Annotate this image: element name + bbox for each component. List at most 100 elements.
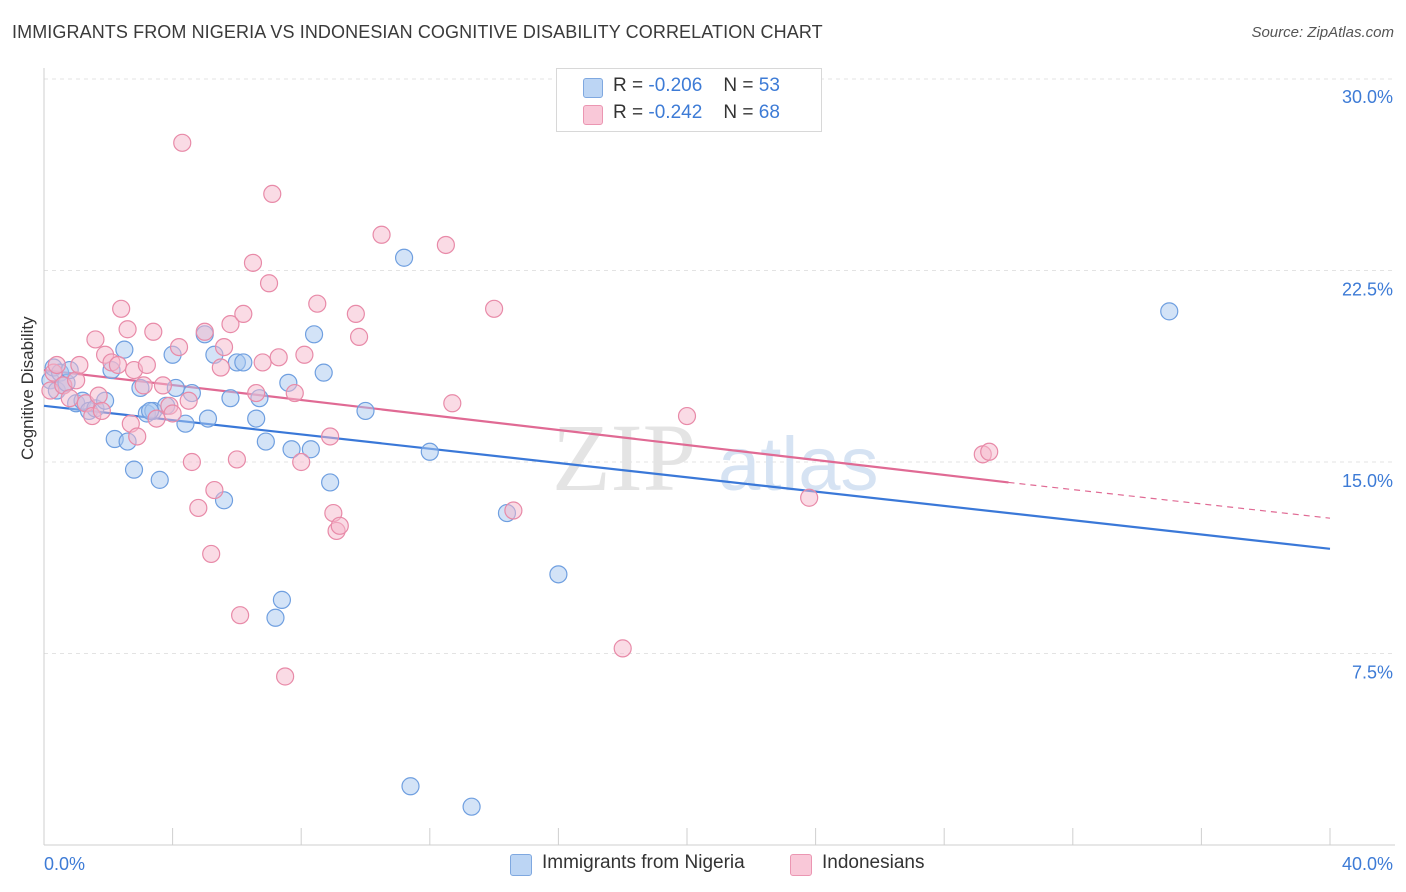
indonesians-point	[179, 391, 198, 410]
nigeria-point	[301, 440, 320, 459]
indonesians-point	[202, 544, 221, 564]
indonesians-point	[276, 667, 295, 686]
indonesians-point	[285, 383, 304, 403]
nigeria-point	[356, 401, 375, 421]
indonesians-point	[182, 452, 201, 472]
nigeria-point	[420, 442, 439, 461]
indonesians-point	[485, 299, 504, 318]
indonesians-point	[211, 358, 230, 377]
indonesians-point	[189, 498, 208, 518]
indonesians-point	[47, 355, 66, 375]
series-legend: Immigrants from Nigeria Indonesians	[0, 852, 1406, 878]
nigeria-point	[176, 414, 195, 433]
x-tick-label: 40.0%	[1342, 854, 1393, 874]
indonesians-point	[89, 386, 108, 405]
indonesians-point	[292, 452, 311, 472]
chart-source: Source: ZipAtlas.com	[1251, 24, 1394, 41]
data-points	[41, 133, 1179, 816]
legend-n-value: 68	[758, 102, 780, 123]
indonesians-point	[227, 450, 246, 469]
nigeria-point	[401, 777, 420, 796]
indonesians-point	[234, 304, 253, 324]
nigeria-point	[304, 325, 324, 344]
indonesians-point	[677, 406, 697, 426]
nigeria-point	[234, 353, 253, 372]
indonesians-point	[980, 442, 999, 461]
nigeria-point	[256, 432, 275, 451]
indonesians-point	[169, 338, 189, 357]
legend-swatch-nigeria	[583, 78, 603, 98]
indonesians-point	[443, 394, 462, 413]
indonesians-point	[134, 376, 153, 395]
nigeria-trend-line	[43, 404, 1331, 550]
y-tick-label: 7.5%	[1352, 663, 1393, 683]
trend-lines	[43, 368, 1331, 550]
nigeria-point	[198, 409, 218, 428]
indonesians-point	[253, 353, 272, 372]
legend-swatch-nigeria	[510, 854, 532, 876]
nigeria-point	[462, 797, 481, 816]
indonesians-point	[163, 404, 182, 423]
indonesians-trend-extension	[1008, 481, 1331, 519]
indonesians-point	[247, 383, 266, 403]
nigeria-point	[394, 248, 414, 267]
indonesians-point	[330, 516, 349, 535]
indonesians-point	[147, 409, 166, 428]
indonesians-point	[128, 427, 147, 446]
y-tick-label: 15.0%	[1342, 471, 1393, 491]
indonesians-point	[263, 184, 282, 203]
correlation-legend: R = -0.206 N = 53 R = -0.242 N = 68	[556, 68, 822, 132]
legend-n-value: 53	[758, 75, 780, 96]
nigeria-point	[272, 590, 292, 609]
nigeria-point	[266, 608, 285, 627]
indonesians-point	[118, 320, 137, 339]
indonesians-point	[613, 639, 632, 658]
indonesians-point	[67, 371, 86, 390]
legend-swatch-indonesians	[790, 854, 812, 876]
tick-labels: 7.5% 15.0% 22.5% 30.0% 0.0% 40.0%	[44, 87, 1393, 874]
legend-r-label: R =	[613, 75, 644, 96]
nigeria-point	[247, 409, 266, 428]
legend-n-label: N =	[723, 75, 754, 96]
indonesians-point	[70, 355, 89, 375]
legend-label-nigeria: Immigrants from Nigeria	[542, 852, 745, 873]
y-axis-label: Cognitive Disability	[18, 316, 37, 460]
axes	[43, 68, 1395, 846]
indonesians-point	[308, 294, 327, 313]
watermark: ZIP atlas	[552, 404, 879, 511]
indonesians-point	[153, 376, 173, 395]
legend-r-value: -0.242	[648, 102, 703, 123]
indonesians-point	[112, 299, 131, 318]
indonesians-point	[349, 327, 369, 346]
indonesians-point	[259, 274, 279, 293]
nigeria-point	[314, 363, 333, 382]
indonesians-point	[60, 389, 79, 408]
indonesians-point	[195, 322, 214, 341]
nigeria-point	[221, 389, 240, 408]
indonesians-point	[346, 304, 365, 324]
indonesians-point	[269, 348, 288, 367]
indonesians-point	[243, 253, 263, 272]
indonesians-point	[436, 235, 455, 255]
indonesians-point	[137, 355, 156, 375]
indonesians-point	[295, 345, 314, 364]
indonesians-point	[86, 330, 105, 349]
indonesians-point	[214, 338, 234, 357]
x-tick-label: 0.0%	[44, 854, 85, 874]
indonesians-point	[321, 427, 340, 446]
watermark-zip: ZIP	[552, 404, 696, 511]
indonesians-point	[372, 225, 391, 244]
nigeria-point	[1160, 302, 1179, 321]
indonesians-point	[108, 355, 128, 375]
nigeria-point	[124, 460, 144, 479]
y-tick-label: 30.0%	[1342, 87, 1393, 107]
indonesians-point	[504, 501, 523, 520]
indonesians-point	[173, 133, 192, 152]
indonesians-point	[221, 315, 240, 334]
y-tick-label: 22.5%	[1342, 280, 1393, 300]
nigeria-point	[321, 473, 340, 492]
legend-r-label: R =	[613, 102, 644, 123]
indonesians-point	[205, 480, 224, 500]
legend-n-label: N =	[723, 102, 754, 123]
